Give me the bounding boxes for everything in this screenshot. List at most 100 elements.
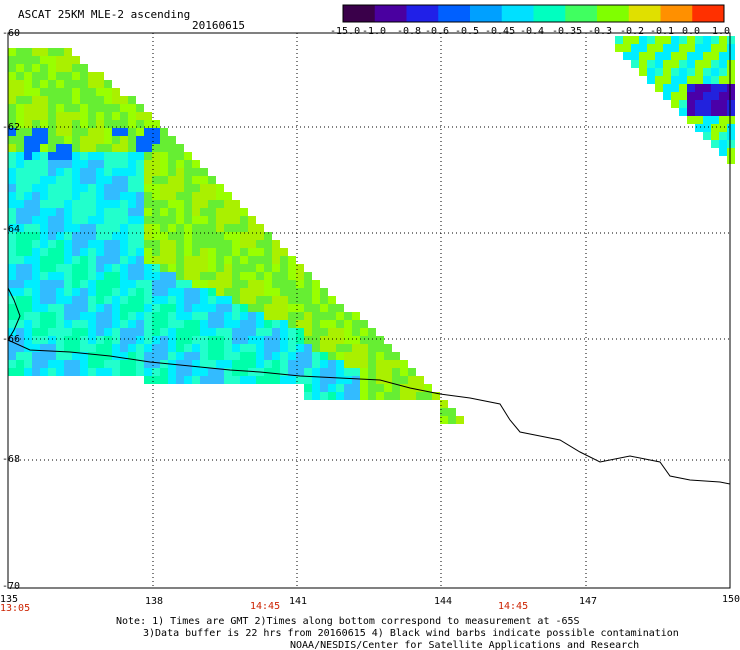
data-cell [168,288,176,296]
data-cell [136,264,144,272]
data-cell [24,56,32,64]
data-cell [104,248,112,256]
data-cell [16,208,24,216]
lat-label: -68 [2,454,21,465]
data-cell [40,272,48,280]
data-cell [32,96,40,104]
data-cell [152,184,160,192]
data-cell [727,156,735,164]
data-cell [168,232,176,240]
data-cell [280,304,288,312]
data-cell [104,240,112,248]
data-cell [152,248,160,256]
data-cell [32,304,40,312]
data-cell [120,280,128,288]
data-cell [647,44,655,52]
data-cell [376,336,384,344]
data-cell [200,240,208,248]
data-cell [88,360,96,368]
data-cell [16,104,24,112]
data-cell [24,288,32,296]
data-cell [168,256,176,264]
data-cell [24,272,32,280]
data-cell [671,76,679,84]
data-cell [256,360,264,368]
data-cell [216,352,224,360]
data-cell [80,296,88,304]
data-cell [128,296,136,304]
data-cell [40,360,48,368]
data-cell [40,128,48,136]
data-cell [344,360,352,368]
data-cell [48,368,56,376]
data-cell [16,136,24,144]
data-cell [136,136,144,144]
data-cell [200,328,208,336]
data-cell [296,328,304,336]
data-cell [232,304,240,312]
data-cell [8,128,16,136]
data-cell [232,328,240,336]
data-cell [96,144,104,152]
data-cell [24,280,32,288]
data-cell [160,296,168,304]
data-cell [112,368,120,376]
data-cell [336,392,344,400]
data-cell [448,408,456,416]
data-cell [264,376,272,384]
data-cell [631,52,639,60]
data-cell [104,144,112,152]
colorbar-swatch [660,5,693,22]
data-cell [272,240,280,248]
colorbar-swatch [692,5,725,22]
data-cell [719,92,727,100]
colorbar-swatch [597,5,630,22]
data-cell [48,168,56,176]
data-cell [80,320,88,328]
data-cell [208,336,216,344]
data-cell [136,224,144,232]
data-cell [336,352,344,360]
data-cell [64,64,72,72]
data-cell [208,224,216,232]
data-cell [16,168,24,176]
data-cell [136,288,144,296]
data-cell [80,104,88,112]
data-cell [304,384,312,392]
data-cell [32,264,40,272]
data-cell [80,352,88,360]
data-cell [152,160,160,168]
data-cell [352,384,360,392]
data-cell [16,112,24,120]
colorbar-swatch [374,5,407,22]
data-cell [176,200,184,208]
data-cell [96,344,104,352]
data-cell [280,376,288,384]
data-cell [72,176,80,184]
data-cell [136,312,144,320]
data-cell [272,360,280,368]
data-cell [200,352,208,360]
data-cell [120,248,128,256]
data-cell [56,264,64,272]
data-cell [727,132,735,140]
data-cell [232,280,240,288]
data-cell [32,360,40,368]
data-cell [320,328,328,336]
data-cell [144,280,152,288]
data-cell [8,368,16,376]
data-cell [727,148,735,156]
data-cell [96,336,104,344]
data-cell [96,216,104,224]
data-cell [408,392,416,400]
data-cell [176,376,184,384]
data-cell [184,376,192,384]
data-cell [112,344,120,352]
data-cell [80,360,88,368]
data-cell [48,56,56,64]
data-cell [240,336,248,344]
data-cell [344,376,352,384]
data-cell [184,208,192,216]
data-cell [336,384,344,392]
data-cell [112,320,120,328]
